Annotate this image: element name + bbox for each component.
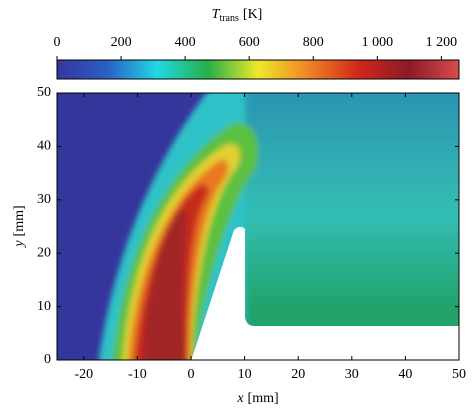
y-tick-label: 0 <box>44 352 51 367</box>
temperature-field <box>57 93 459 360</box>
x-tick-label: -10 <box>128 367 147 382</box>
plot-frame <box>56 92 460 361</box>
x-tick-label: 10 <box>238 367 252 382</box>
y-tick-label: 10 <box>37 299 51 314</box>
colorbar-tick-label: 800 <box>303 35 324 50</box>
colorbar-label: Ttrans [K] <box>212 7 263 24</box>
y-axis-label: y[mm] <box>12 205 27 248</box>
colorbar-tick-label: 400 <box>175 35 196 50</box>
x-tick-label: 50 <box>452 367 466 382</box>
colorbar-tick-label: 0 <box>54 35 61 50</box>
colorbar-tick-label: 1 200 <box>426 35 458 50</box>
colorbar <box>56 59 460 80</box>
x-axis-label: x [mm] <box>236 391 278 406</box>
colorbar-tick-label: 600 <box>239 35 260 50</box>
x-tick-label: 0 <box>188 367 195 382</box>
x-tick-label: 30 <box>345 367 359 382</box>
y-tick-label: 30 <box>37 192 51 207</box>
colorbar-tick-label: 1 000 <box>362 35 394 50</box>
y-tick-label: 50 <box>37 85 51 100</box>
y-tick-label: 20 <box>37 245 51 260</box>
x-tick-label: 40 <box>398 367 412 382</box>
y-tick-label: 40 <box>37 139 51 154</box>
x-tick-label: 20 <box>291 367 305 382</box>
x-tick-label: -20 <box>74 367 93 382</box>
body-cutout <box>191 226 460 361</box>
colorbar-tick-label: 200 <box>111 35 132 50</box>
